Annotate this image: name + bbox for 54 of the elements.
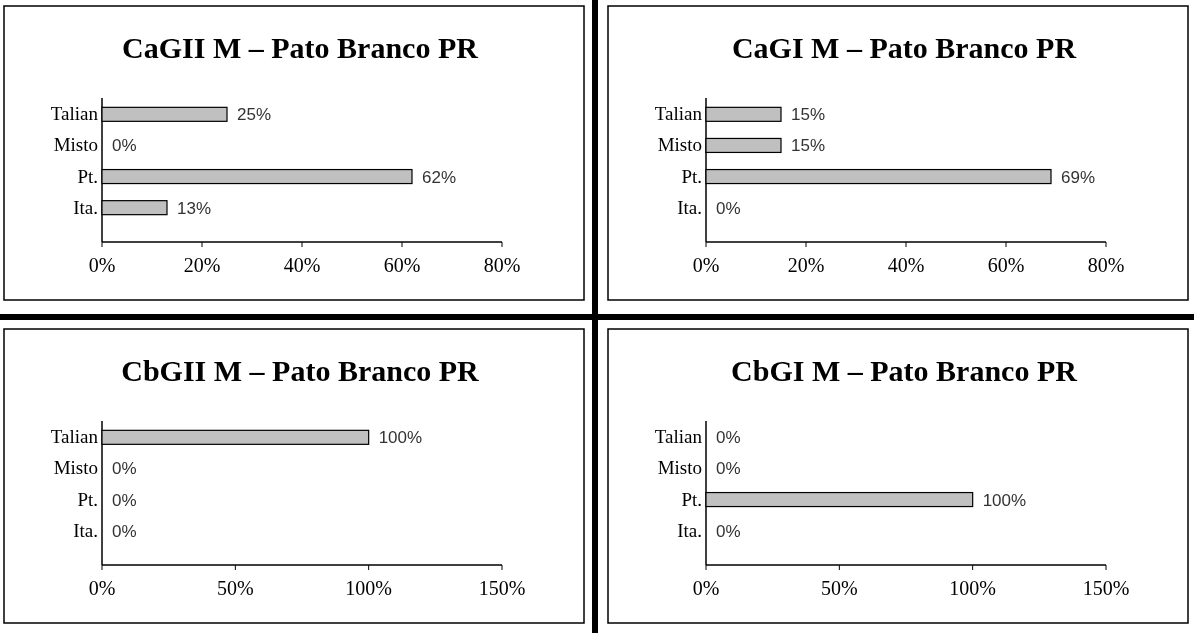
data-label: 0%	[112, 459, 137, 479]
data-label: 15%	[791, 105, 826, 125]
x-tick-label: 20%	[183, 254, 221, 276]
x-tick-label: 0%	[692, 577, 720, 599]
y-tick-label: Talian	[654, 426, 703, 448]
data-label: 100%	[378, 428, 423, 448]
x-tick-label: 100%	[345, 577, 392, 599]
data-label: 0%	[716, 521, 741, 541]
y-tick-label: Ita.	[677, 519, 702, 541]
data-label: 0%	[112, 490, 137, 510]
data-label: 25%	[237, 105, 272, 125]
y-tick-label: Misto	[53, 457, 98, 479]
y-tick-label: Pt.	[77, 165, 98, 187]
x-tick-label: 60%	[987, 254, 1025, 276]
x-tick-label: 150%	[478, 577, 526, 599]
data-label: 13%	[177, 198, 212, 218]
y-tick-label: Misto	[657, 457, 702, 479]
x-tick-label: 0%	[88, 577, 116, 599]
data-label: 15%	[791, 136, 826, 156]
data-label: 0%	[112, 521, 137, 541]
y-tick-label: Ita.	[73, 519, 98, 541]
x-tick-label: 100%	[949, 577, 996, 599]
y-tick-label: Pt.	[77, 488, 98, 510]
y-tick-label: Pt.	[681, 488, 702, 510]
y-tick-label: Ita.	[677, 196, 702, 218]
x-tick-label: 50%	[821, 577, 858, 599]
x-tick-label: 60%	[383, 254, 421, 276]
y-tick-label: Misto	[657, 134, 702, 156]
y-tick-label: Ita.	[73, 196, 98, 218]
y-tick-label: Misto	[53, 134, 98, 156]
x-tick-label: 80%	[483, 254, 521, 276]
data-label: 0%	[716, 459, 741, 479]
data-label: 0%	[716, 198, 741, 218]
x-tick-label: 40%	[283, 254, 321, 276]
x-tick-label: 150%	[1082, 577, 1130, 599]
data-label: 0%	[716, 428, 741, 448]
x-tick-label: 80%	[1087, 254, 1125, 276]
data-label: 62%	[422, 167, 457, 187]
y-tick-label: Talian	[50, 103, 99, 125]
chart-title: CaGI M – Pato Branco PR	[731, 31, 1077, 64]
chart-title: CbGII M – Pato Branco PR	[121, 354, 480, 387]
x-tick-label: 50%	[217, 577, 254, 599]
x-tick-label: 20%	[787, 254, 825, 276]
chart-title: CbGI M – Pato Branco PR	[731, 354, 1078, 387]
chart-title: CaGII M – Pato Branco PR	[122, 31, 479, 64]
y-tick-label: Talian	[654, 103, 703, 125]
data-label: 0%	[112, 136, 137, 156]
data-label: 100%	[982, 490, 1027, 510]
y-tick-label: Talian	[50, 426, 99, 448]
x-tick-label: 0%	[88, 254, 116, 276]
y-tick-label: Pt.	[681, 165, 702, 187]
x-tick-label: 40%	[887, 254, 925, 276]
data-label: 69%	[1061, 167, 1096, 187]
x-tick-label: 0%	[692, 254, 720, 276]
